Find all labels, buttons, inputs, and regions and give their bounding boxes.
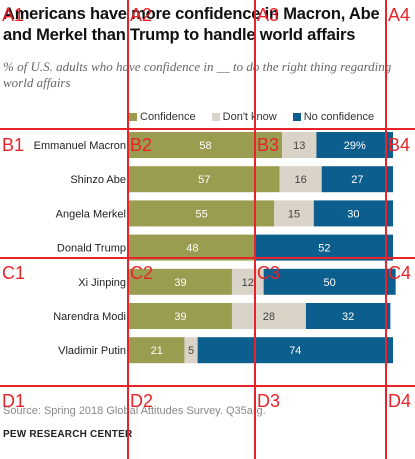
- grid-cell-label-d3: D3: [257, 391, 281, 411]
- source-note: Source: Spring 2018 Global Attitudes Sur…: [3, 405, 266, 417]
- chart-legend: Confidence Don't know No confidence: [129, 110, 390, 124]
- bar-no-confidence-emmanuel-macron: [316, 132, 393, 158]
- legend-label-confidence: Confidence: [140, 111, 196, 123]
- bar-confidence-vladimir-putin: [129, 337, 185, 364]
- category-label-narendra-modi: Narendra Modi: [53, 311, 126, 323]
- legend-item-confidence: Confidence: [129, 111, 196, 123]
- legend-swatch-dont-know: [211, 113, 220, 121]
- bar-confidence-xi-jinping: [129, 268, 232, 295]
- value-label-don-t-know-vladimir-putin: 5: [188, 345, 194, 357]
- legend-label-no-confidence: No confidence: [303, 111, 375, 123]
- bar-don-t-know-angela-merkel: [274, 200, 314, 227]
- category-label-shinzo-abe: Shinzo Abe: [70, 174, 126, 186]
- value-label-don-t-know-shinzo-abe: 16: [294, 174, 306, 186]
- value-label-no-confidence-xi-jinping: 50: [324, 277, 336, 289]
- grid-cell-label-a1: A1: [2, 5, 25, 25]
- bar-no-confidence-xi-jinping: [263, 268, 396, 295]
- value-label-no-confidence-shinzo-abe: 27: [351, 174, 363, 186]
- chart-subtitle: % of U.S. adults who have confidence in …: [3, 59, 392, 90]
- brand-logo-text: PEW RESEARCH CENTER: [3, 429, 133, 440]
- legend-swatch-confidence: [129, 113, 137, 121]
- bar-don-t-know-shinzo-abe: [279, 166, 322, 193]
- grid-cell-label-a4: A4: [388, 5, 411, 25]
- value-label-no-confidence-vladimir-putin: 74: [289, 345, 301, 357]
- value-label-don-t-know-emmanuel-macron: 13: [293, 140, 305, 152]
- bar-no-confidence-narendra-modi: [305, 303, 391, 329]
- grid-line-vertical-3: [385, 0, 387, 459]
- value-label-no-confidence-angela-merkel: 30: [347, 208, 359, 220]
- value-label-confidence-angela-merkel: 55: [195, 208, 207, 220]
- stacked-bar-chart: Emmanuel Macron 58 13 29% Shinzo Abe 57 16 27 An…: [34, 132, 396, 364]
- grid-cell-label-b1: B1: [2, 135, 25, 155]
- category-label-donald-trump: Donald Trump: [57, 243, 126, 255]
- value-label-don-t-know-xi-jinping: 12: [242, 277, 254, 289]
- grid-cell-label-c4: C4: [388, 263, 412, 283]
- value-label-no-confidence-emmanuel-macron: 29%: [344, 140, 366, 152]
- grid-line-horizontal-3: [0, 385, 415, 387]
- value-label-confidence-narendra-modi: 39: [174, 311, 186, 323]
- grid-line-horizontal-1: [0, 128, 415, 130]
- bar-don-t-know-xi-jinping: [231, 268, 264, 295]
- bar-confidence-donald-trump: [129, 234, 256, 261]
- value-label-don-t-know-angela-merkel: 15: [288, 208, 300, 220]
- grid-cell-label-c1: C1: [2, 263, 26, 283]
- grid-cell-label-b4: B4: [388, 135, 411, 155]
- bar-confidence-angela-merkel: [129, 200, 275, 227]
- category-label-angela-merkel: Angela Merkel: [56, 208, 126, 220]
- grid-cell-label-c3: C3: [257, 263, 281, 283]
- legend-item-no-confidence: No confidence: [292, 111, 375, 123]
- grid-line-vertical-1: [127, 0, 129, 459]
- grid-cell-label-d1: D1: [2, 391, 26, 411]
- grid-cell-label-a2: A2: [130, 5, 153, 25]
- value-label-confidence-donald-trump: 48: [186, 243, 198, 255]
- grid-line-horizontal-2: [0, 257, 415, 259]
- bar-don-t-know-narendra-modi: [231, 303, 306, 329]
- legend-label-dont-know: Don't know: [222, 111, 277, 123]
- value-label-confidence-emmanuel-macron: 58: [199, 140, 211, 152]
- grid-cell-label-b3: B3: [257, 135, 280, 155]
- bar-confidence-emmanuel-macron: [129, 132, 283, 158]
- value-label-confidence-vladimir-putin: 21: [151, 345, 163, 357]
- value-label-no-confidence-donald-trump: 52: [318, 243, 330, 255]
- grid-cell-label-a3: A3: [257, 5, 280, 25]
- grid-cell-label-d4: D4: [388, 391, 412, 411]
- value-label-don-t-know-narendra-modi: 28: [263, 311, 275, 323]
- bar-don-t-know-vladimir-putin: [184, 337, 198, 364]
- grid-cell-label-c2: C2: [130, 263, 154, 283]
- grid-line-vertical-2: [254, 0, 256, 459]
- category-label-xi-jinping: Xi Jinping: [78, 277, 126, 289]
- bar-no-confidence-vladimir-putin: [197, 337, 393, 364]
- category-label-vladimir-putin: Vladimir Putin: [58, 345, 126, 357]
- value-label-confidence-xi-jinping: 39: [174, 277, 186, 289]
- legend-item-dont-know: Don't know: [211, 111, 277, 123]
- bar-no-confidence-angela-merkel: [313, 200, 393, 227]
- grid-cell-label-b2: B2: [130, 135, 153, 155]
- bar-no-confidence-donald-trump: [255, 234, 393, 261]
- category-label-emmanuel-macron: Emmanuel Macron: [34, 140, 126, 152]
- chart-title: Americans have more confidence in Macron…: [3, 5, 380, 44]
- bar-confidence-narendra-modi: [129, 303, 232, 329]
- bar-no-confidence-shinzo-abe: [321, 166, 393, 193]
- value-label-no-confidence-narendra-modi: 32: [342, 311, 354, 323]
- value-label-confidence-shinzo-abe: 57: [198, 174, 210, 186]
- bar-don-t-know-emmanuel-macron: [282, 132, 317, 158]
- grid-cell-label-d2: D2: [130, 391, 154, 411]
- legend-swatch-no-confidence: [292, 113, 301, 121]
